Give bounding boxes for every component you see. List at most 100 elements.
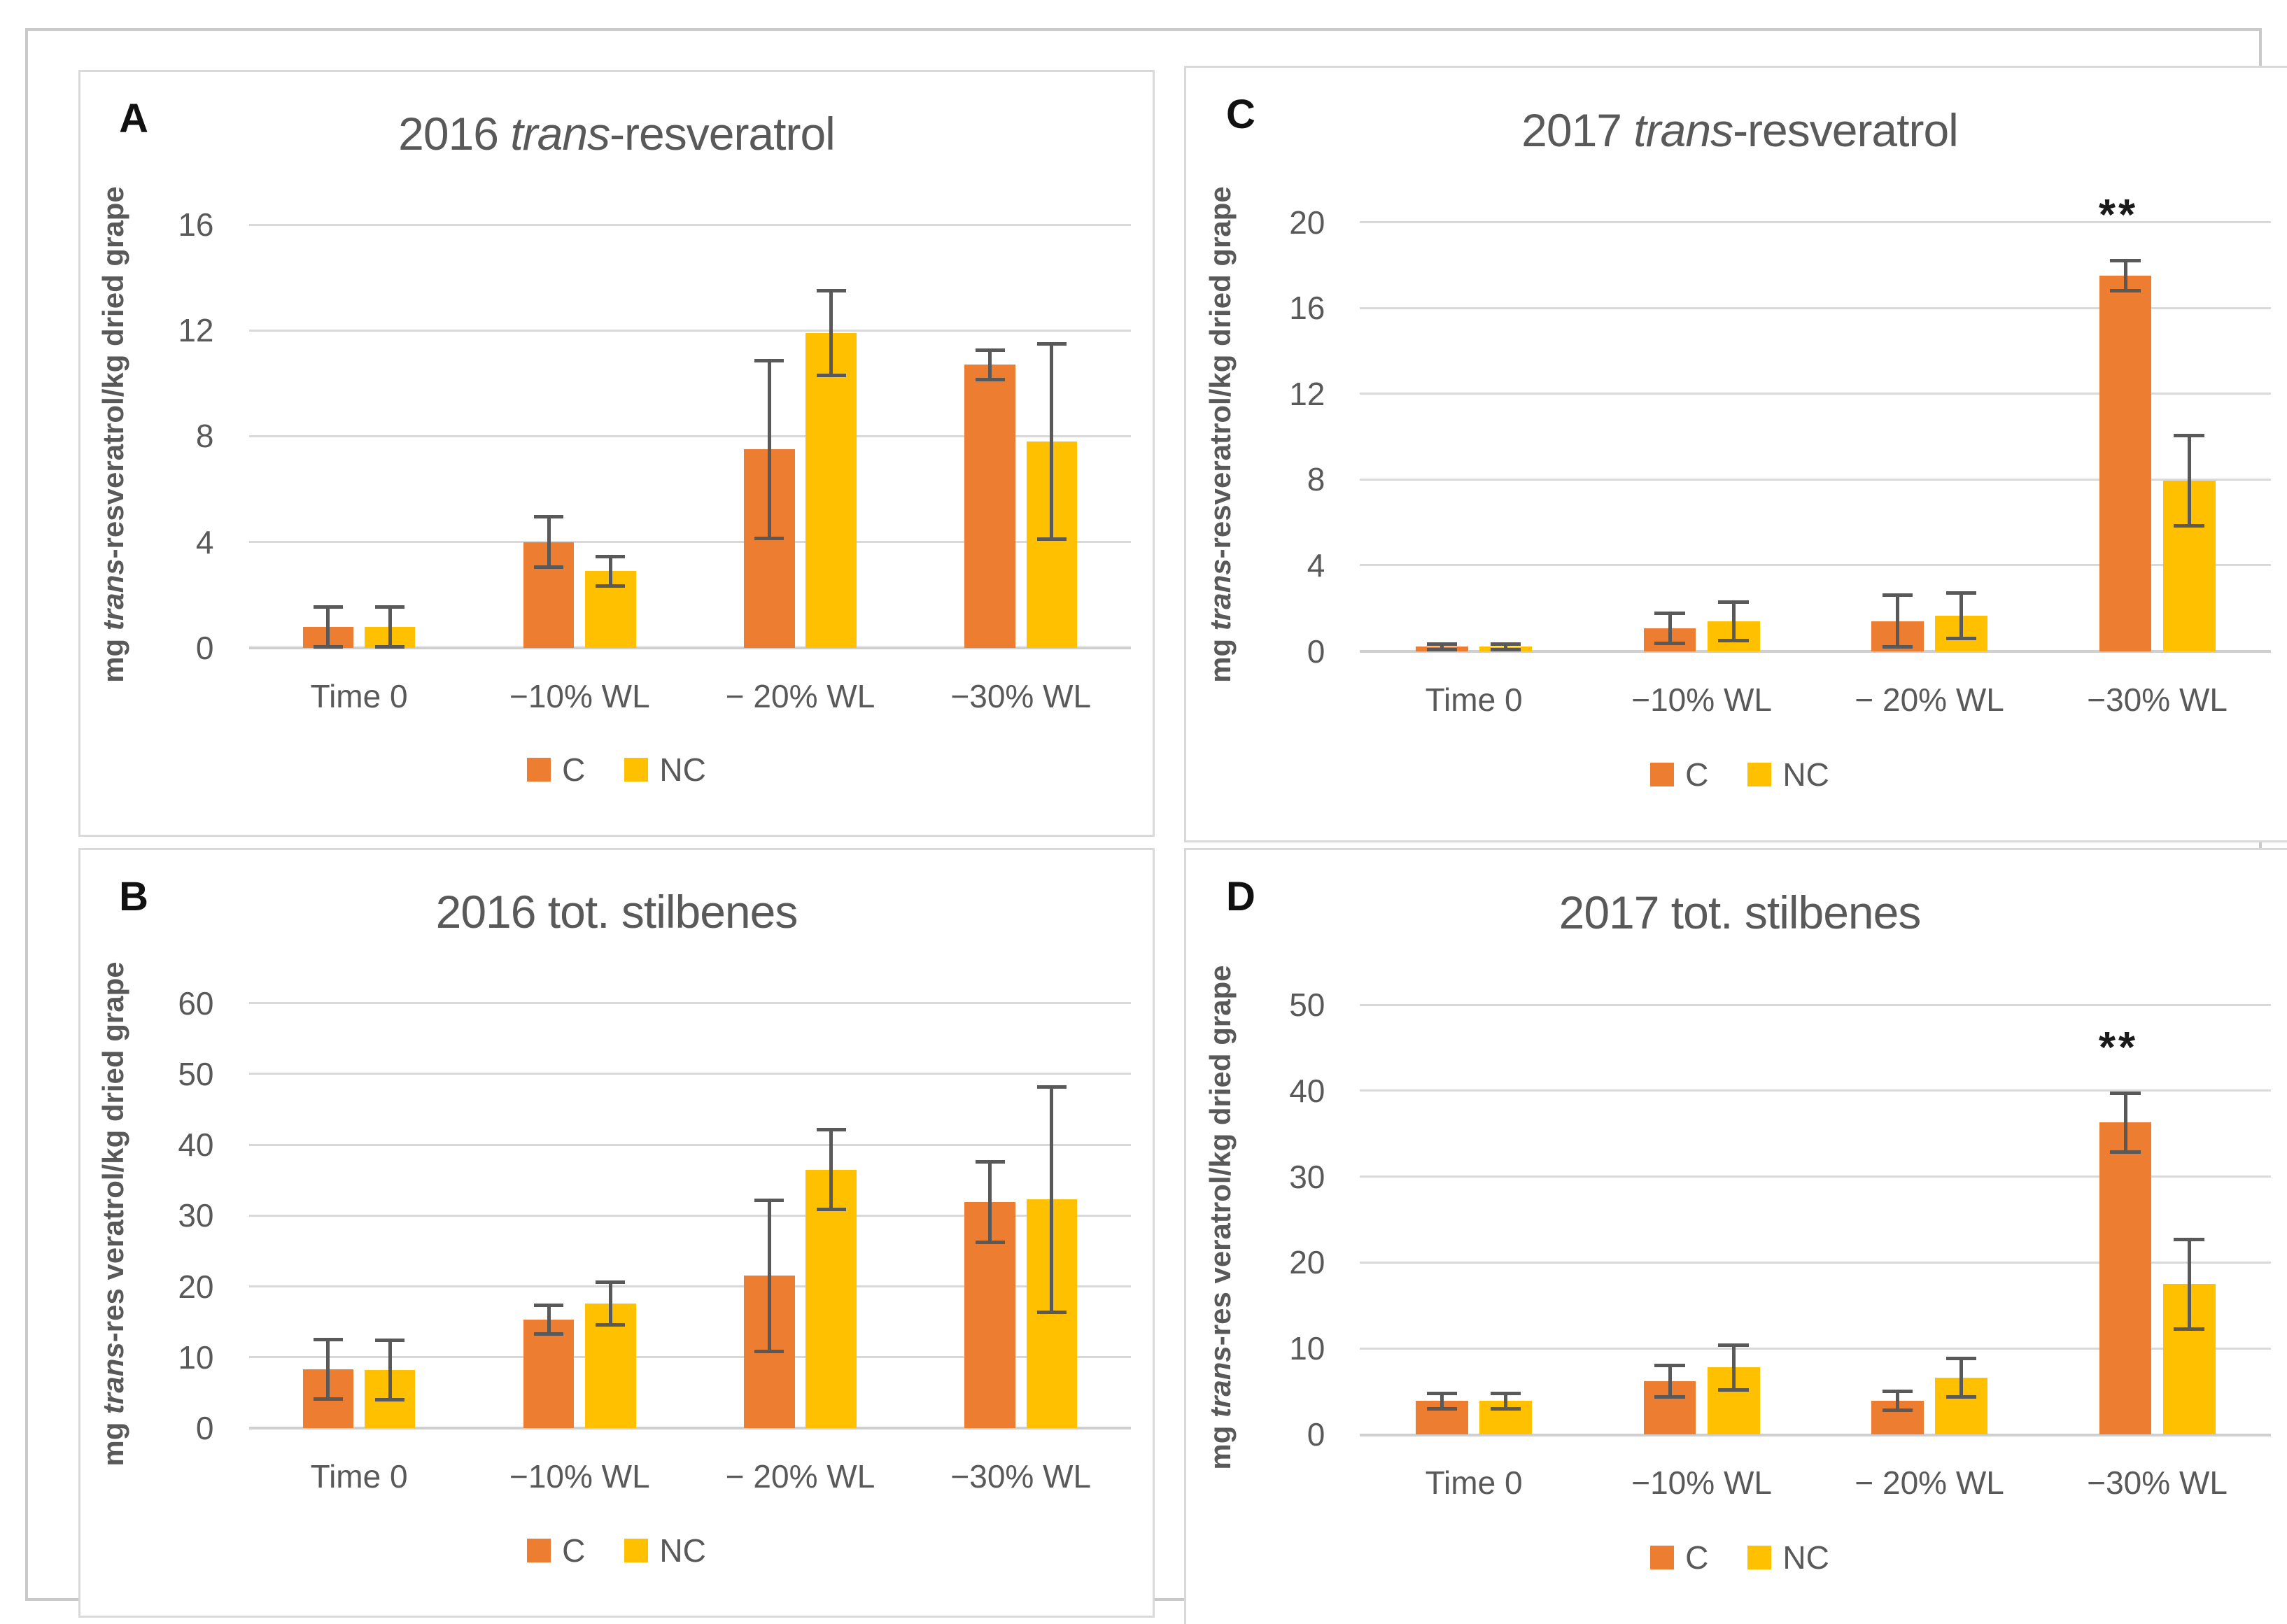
error-bar-cap-top (1426, 642, 1458, 647)
error-bar (608, 1282, 612, 1325)
error-bar (2187, 435, 2191, 526)
error-bar-cap-top (975, 348, 1005, 353)
error-bar (608, 556, 612, 586)
error-bar (767, 360, 771, 539)
category-label: − 20% WL (725, 677, 875, 714)
error-bar-cap-top (596, 1280, 626, 1284)
error-bar (2123, 1093, 2127, 1152)
y-tick-label: 8 (195, 418, 214, 455)
y-tick-label: 12 (1289, 375, 1325, 412)
legend-d: C NC (1186, 1539, 2287, 1576)
category-label: − 20% WL (1855, 1464, 2004, 1502)
error-bar (1731, 602, 1736, 641)
category-label: −10% WL (509, 677, 650, 714)
chart-panel-a: A 2016 trans-resveratrol mg trans-resver… (78, 70, 1155, 837)
legend-swatch-c (1650, 1546, 1675, 1570)
chart-title-c-prefix: 2017 (1521, 104, 1634, 156)
category-label: Time 0 (310, 1457, 408, 1495)
legend-item-c: C (1650, 1539, 1708, 1576)
legend-item-nc: NC (1747, 1539, 1829, 1576)
error-bar (1668, 1365, 1672, 1397)
y-gridline (1360, 393, 2272, 395)
error-bar-cap-bottom (1882, 644, 1913, 649)
bar-c-4 (2099, 276, 2152, 651)
y-gridline (1360, 1261, 2272, 1264)
chart-title-a-italic: trans (510, 108, 610, 160)
y-gridline (248, 1214, 1132, 1217)
significance-annotation: ** (2098, 1023, 2139, 1072)
error-bar-cap-bottom (534, 1332, 564, 1336)
y-gridline (248, 1002, 1132, 1005)
panel-letter-b: B (119, 873, 149, 919)
error-bar (1896, 1391, 1900, 1411)
legend-label-nc: NC (1782, 756, 1829, 793)
y-gridline (1360, 1089, 2272, 1092)
error-bar-cap-bottom (1945, 636, 1977, 640)
plot-area-b: 0 10 20 30 40 50 60 Time 0 −10% WL − 20% WL −30% W… (80, 850, 1153, 1616)
legend-item-c: C (527, 1532, 585, 1569)
error-bar-cap-top (1718, 600, 1749, 604)
error-bar-cap-bottom (2110, 289, 2141, 293)
y-tick-label: 20 (1289, 1244, 1325, 1281)
error-bar-cap-top (313, 1337, 344, 1341)
error-bar-cap-top (1426, 1391, 1458, 1395)
error-bar-cap-top (754, 359, 784, 363)
category-label: −10% WL (1631, 681, 1772, 718)
significance-annotation: ** (2098, 191, 2139, 240)
error-bar (988, 1161, 992, 1243)
y-tick-label: 0 (195, 629, 214, 666)
error-bar (988, 350, 992, 380)
error-bar-cap-bottom (1036, 1310, 1067, 1314)
y-tick-label: 16 (178, 206, 214, 243)
error-bar-cap-bottom (1945, 1394, 1977, 1399)
error-bar (388, 607, 392, 647)
y-gridline (1360, 306, 2272, 309)
error-bar-cap-bottom (2110, 1150, 2141, 1154)
error-bar-cap-top (1654, 1364, 1685, 1368)
category-label: −30% WL (950, 1457, 1092, 1495)
chart-title-d: 2017 tot. stilbenes (1186, 886, 2287, 939)
bar-c-4 (964, 365, 1015, 648)
legend-swatch-c (1650, 762, 1675, 786)
error-bar (326, 1339, 330, 1399)
legend-swatch-nc (624, 758, 649, 782)
bar-c-2 (523, 1320, 575, 1428)
plot-area-a: 0 4 8 12 16 Time 0 −10% WL − 20% WL −30% WL (80, 72, 1153, 835)
error-bar-cap-bottom (1654, 642, 1685, 646)
error-bar (1896, 595, 1900, 647)
panel-letter-d: D (1225, 874, 1255, 920)
chart-title-c: 2017 trans-resveratrol (1186, 104, 2287, 157)
error-bar-cap-top (1945, 1357, 1977, 1361)
category-label: −10% WL (509, 1457, 650, 1495)
legend-item-c: C (1650, 756, 1708, 793)
x-axis-line (1360, 650, 2272, 654)
y-gridline (1360, 564, 2272, 567)
y-gridline (248, 329, 1132, 332)
error-bar-cap-top (1945, 591, 1977, 595)
legend-item-c: C (527, 751, 585, 789)
chart-title-c-italic: trans (1633, 104, 1733, 156)
chart-panel-d: D 2017 tot. stilbenes mg trans-res verat… (1184, 848, 2287, 1624)
error-bar-cap-top (375, 1338, 405, 1342)
legend-item-nc: NC (624, 1532, 706, 1569)
legend-a: C NC (80, 751, 1153, 789)
chart-title-a-suffix: -resveratrol (610, 108, 836, 160)
error-bar-cap-top (534, 515, 564, 519)
y-tick-label: 20 (178, 1268, 214, 1305)
error-bar-cap-bottom (375, 644, 405, 649)
y-gridline (248, 1356, 1132, 1359)
legend-swatch-c (527, 1538, 551, 1562)
error-bar-cap-bottom (816, 374, 846, 377)
y-gridline (248, 541, 1132, 544)
error-bar (1440, 644, 1444, 650)
y-tick-label: 10 (178, 1339, 214, 1376)
error-bar-cap-bottom (975, 377, 1005, 381)
error-bar-cap-top (2174, 434, 2204, 438)
y-gridline (1360, 221, 2272, 224)
error-bar-cap-top (816, 1128, 846, 1132)
error-bar-cap-top (1882, 593, 1913, 598)
error-bar (767, 1200, 771, 1352)
error-bar-cap-top (1490, 1391, 1521, 1395)
y-tick-label: 10 (1289, 1330, 1325, 1367)
